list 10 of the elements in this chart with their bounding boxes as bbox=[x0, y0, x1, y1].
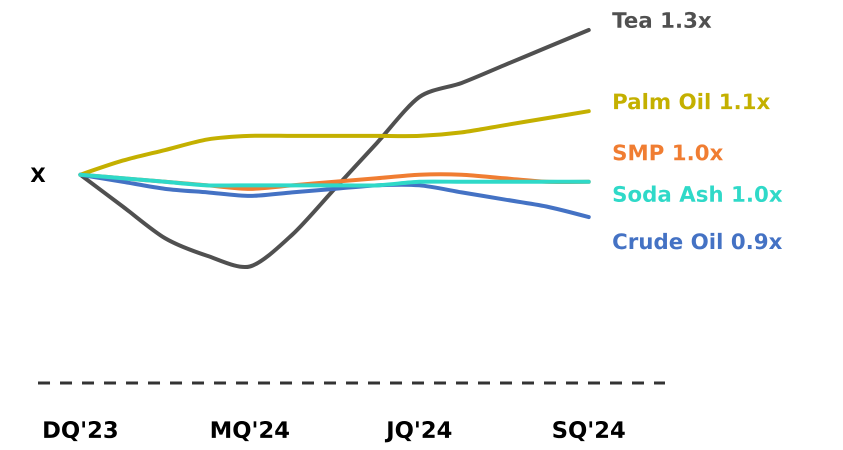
x-tick-label: SQ'24 bbox=[553, 421, 625, 442]
text: X bbox=[30, 167, 46, 182]
series-label: Palm Oil 1.1x bbox=[614, 92, 770, 110]
series-label: SMP 1.0x bbox=[614, 144, 723, 161]
series-label: Crude Oil 0.9x bbox=[613, 232, 782, 250]
x-tick-label: MQ'24 bbox=[212, 421, 289, 442]
x-tick-label: JQ'24 bbox=[384, 421, 452, 442]
series-label: Soda Ash 1.0x bbox=[614, 186, 782, 202]
x-tick-label: DQ'23 bbox=[44, 421, 117, 442]
series-label: Tea 1.3x bbox=[612, 12, 712, 28]
